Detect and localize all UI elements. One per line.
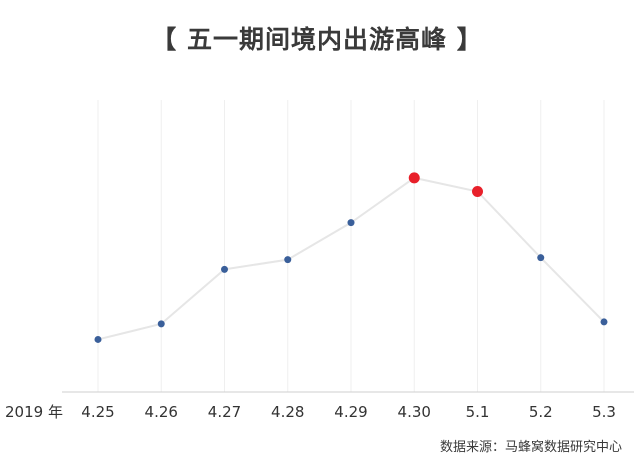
x-tick-4.25: 4.25: [81, 403, 114, 421]
data-point-4.29: [347, 219, 355, 227]
data-point-5.1: [472, 185, 483, 197]
x-tick-5.1: 5.1: [466, 403, 490, 421]
data-point-5.2: [537, 254, 545, 262]
year-label: 2019 年: [5, 403, 63, 421]
x-tick-4.29: 4.29: [334, 403, 367, 421]
x-tick-5.2: 5.2: [529, 403, 553, 421]
data-point-4.26: [157, 320, 165, 328]
x-tick-4.30: 4.30: [398, 403, 431, 421]
data-source: 数据来源：马蜂窝数据研究中心: [439, 440, 622, 455]
data-point-4.30: [408, 172, 420, 184]
x-tick-5.3: 5.3: [592, 403, 616, 421]
data-point-5.3: [600, 318, 608, 326]
data-point-4.27: [221, 265, 228, 273]
x-tick-4.28: 4.28: [271, 403, 304, 421]
chart-title: 【 五一期间境内出游高峰 】: [151, 25, 483, 54]
x-tick-4.26: 4.26: [145, 403, 178, 421]
x-tick-4.27: 4.27: [208, 403, 241, 421]
data-point-4.25: [94, 335, 102, 343]
data-point-4.28: [284, 256, 292, 264]
